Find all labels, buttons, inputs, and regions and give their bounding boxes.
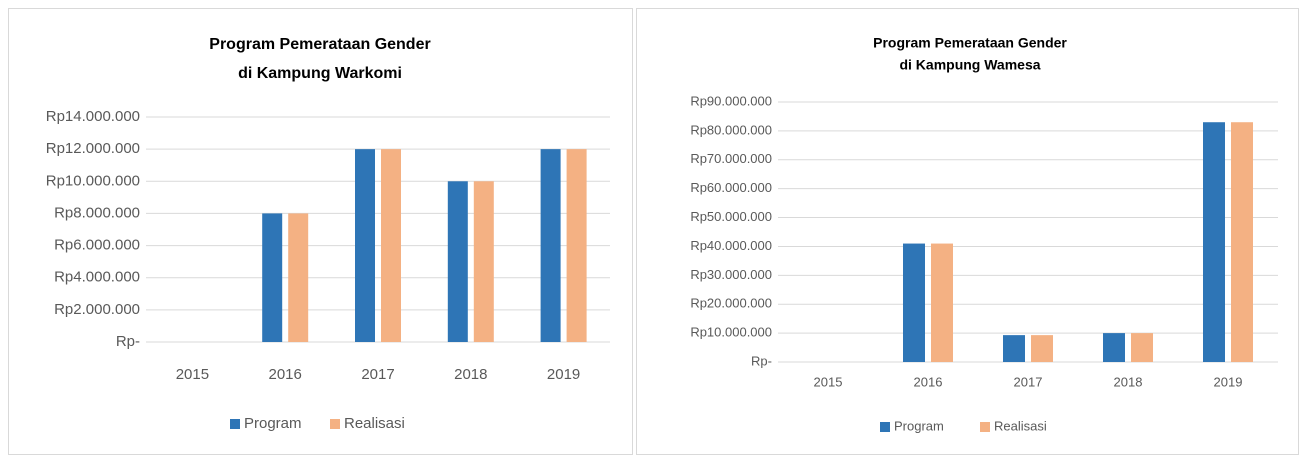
y-tick-label: Rp2.000.000 xyxy=(54,301,140,318)
bar xyxy=(931,243,953,362)
legend-swatch xyxy=(980,422,990,432)
bar xyxy=(262,213,283,342)
legend-swatch xyxy=(230,419,240,429)
bar xyxy=(1103,333,1125,362)
y-tick-label: Rp50.000.000 xyxy=(690,209,772,224)
x-tick-label: 2019 xyxy=(1214,374,1243,389)
bar xyxy=(566,149,587,342)
legend-swatch xyxy=(330,419,340,429)
y-tick-label: Rp80.000.000 xyxy=(690,122,772,137)
x-tick-label: 2015 xyxy=(176,366,209,383)
y-tick-label: Rp8.000.000 xyxy=(54,204,140,221)
legend-label: Realisasi xyxy=(994,418,1047,433)
chart-title: Program Pemerataan Gender xyxy=(873,35,1067,51)
bar xyxy=(473,181,494,342)
x-tick-label: 2016 xyxy=(914,374,943,389)
x-tick-label: 2018 xyxy=(454,366,487,383)
x-tick-label: 2017 xyxy=(1014,374,1043,389)
y-tick-label: Rp60.000.000 xyxy=(690,180,772,195)
y-tick-label: Rp6.000.000 xyxy=(54,237,140,254)
chart-title: di Kampung Wamesa xyxy=(899,57,1040,73)
y-tick-label: Rp20.000.000 xyxy=(690,296,772,311)
legend-label: Program xyxy=(244,415,302,432)
bar xyxy=(288,213,309,342)
bar xyxy=(1131,333,1153,362)
x-tick-label: 2019 xyxy=(547,366,580,383)
x-tick-label: 2015 xyxy=(814,374,843,389)
chart-frame xyxy=(8,8,633,455)
x-tick-label: 2016 xyxy=(269,366,302,383)
y-tick-label: Rp90.000.000 xyxy=(690,93,772,108)
y-tick-label: Rp4.000.000 xyxy=(54,269,140,286)
y-tick-label: Rp30.000.000 xyxy=(690,267,772,282)
x-tick-label: 2018 xyxy=(1114,374,1143,389)
legend-swatch xyxy=(880,422,890,432)
legend-label: Program xyxy=(894,418,944,433)
y-tick-label: Rp70.000.000 xyxy=(690,151,772,166)
legend-label: Realisasi xyxy=(344,415,405,432)
y-tick-label: Rp40.000.000 xyxy=(690,238,772,253)
y-tick-label: Rp- xyxy=(116,333,140,350)
bar xyxy=(1231,122,1253,362)
y-tick-label: Rp- xyxy=(751,353,772,368)
x-tick-label: 2017 xyxy=(361,366,394,383)
bar xyxy=(1203,122,1225,362)
bar xyxy=(903,243,925,362)
bar xyxy=(1031,335,1053,362)
y-tick-label: Rp10.000.000 xyxy=(46,172,140,189)
chart-title: di Kampung Warkomi xyxy=(238,65,402,82)
y-tick-label: Rp10.000.000 xyxy=(690,325,772,340)
y-tick-label: Rp12.000.000 xyxy=(46,140,140,157)
y-tick-label: Rp14.000.000 xyxy=(46,108,140,125)
bar xyxy=(1003,335,1025,362)
chart-frame xyxy=(636,8,1299,455)
bar xyxy=(447,181,468,342)
chart-title: Program Pemerataan Gender xyxy=(209,36,430,53)
bar xyxy=(381,149,401,342)
bar xyxy=(355,149,375,342)
bar xyxy=(540,149,561,342)
